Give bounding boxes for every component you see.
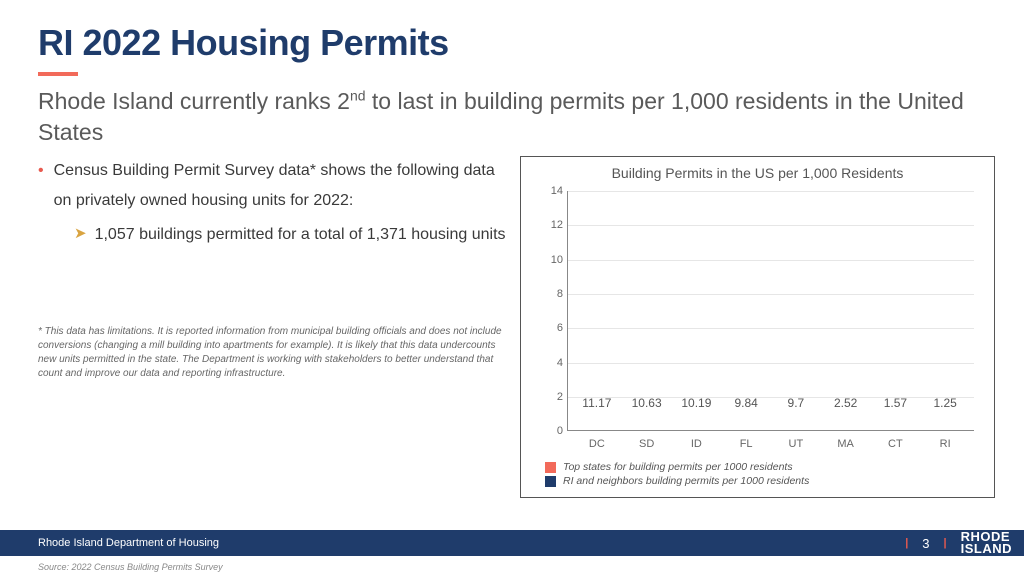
footer-sep-icon: | xyxy=(905,537,908,549)
y-tick-label: 8 xyxy=(539,288,563,300)
legend-item: Top states for building permits per 1000… xyxy=(545,461,984,473)
x-tick-label: CT xyxy=(888,438,903,450)
bullet-level-1: • Census Building Permit Survey data* sh… xyxy=(38,156,508,215)
footer-bar: Rhode Island Department of Housing | 3 |… xyxy=(0,530,1024,556)
y-tick-label: 2 xyxy=(539,391,563,403)
x-tick-label: UT xyxy=(789,438,804,450)
bar-value-label: 11.17 xyxy=(582,396,611,413)
footer-sep-icon: | xyxy=(944,537,947,549)
bar-value-label: 1.57 xyxy=(884,396,907,413)
ri-logo-l2: ISLAND xyxy=(961,541,1012,556)
x-tick-label: ID xyxy=(691,438,702,450)
bar-value-label: 9.7 xyxy=(788,396,805,413)
ri-logo: RHODE ISLAND xyxy=(961,531,1012,556)
y-tick-label: 14 xyxy=(539,185,563,197)
text-column: • Census Building Permit Survey data* sh… xyxy=(38,156,508,498)
y-tick-label: 0 xyxy=(539,425,563,437)
subtitle-pre: Rhode Island currently ranks 2 xyxy=(38,88,350,114)
bar-chart: Building Permits in the US per 1,000 Res… xyxy=(520,156,995,498)
footer-dept: Rhode Island Department of Housing xyxy=(38,537,219,549)
legend-label: RI and neighbors building permits per 10… xyxy=(563,475,809,487)
legend-label: Top states for building permits per 1000… xyxy=(563,461,793,473)
legend-item: RI and neighbors building permits per 10… xyxy=(545,475,984,487)
bullet-level-2: ➤ 1,057 buildings permitted for a total … xyxy=(74,223,508,247)
bar-value-label: 10.63 xyxy=(632,396,662,413)
y-tick-label: 6 xyxy=(539,322,563,334)
chart-title: Building Permits in the US per 1,000 Res… xyxy=(521,157,994,185)
x-tick-label: RI xyxy=(940,438,951,450)
bar-value-label: 9.84 xyxy=(734,396,757,413)
x-tick-label: SD xyxy=(639,438,654,450)
footnote: * This data has limitations. It is repor… xyxy=(38,325,508,381)
bullet1-text: Census Building Permit Survey data* show… xyxy=(54,156,508,215)
bullet2-text: 1,057 buildings permitted for a total of… xyxy=(95,223,506,247)
subtitle-sup: nd xyxy=(350,87,366,103)
y-tick-label: 10 xyxy=(539,254,563,266)
source-text: Source: 2022 Census Building Permits Sur… xyxy=(38,562,223,572)
chart-legend: Top states for building permits per 1000… xyxy=(521,455,994,497)
page-title: RI 2022 Housing Permits xyxy=(0,0,1024,64)
chart-plot-area: 11.17DC10.63SD10.19ID9.84FL9.7UT2.52MA1.… xyxy=(567,191,974,431)
bar-value-label: 10.19 xyxy=(681,396,711,413)
bar-value-label: 1.25 xyxy=(933,396,956,413)
bar-value-label: 2.52 xyxy=(834,396,857,413)
legend-swatch-icon xyxy=(545,476,556,487)
page-number: 3 xyxy=(922,536,929,551)
subtitle: Rhode Island currently ranks 2nd to last… xyxy=(0,76,1024,148)
chart-bars: 11.17DC10.63SD10.19ID9.84FL9.7UT2.52MA1.… xyxy=(568,191,974,430)
y-tick-label: 4 xyxy=(539,357,563,369)
y-tick-label: 12 xyxy=(539,219,563,231)
x-tick-label: FL xyxy=(740,438,753,450)
x-tick-label: MA xyxy=(837,438,854,450)
legend-swatch-icon xyxy=(545,462,556,473)
x-tick-label: DC xyxy=(589,438,605,450)
bullet-dot-icon: • xyxy=(38,156,44,215)
bullet-arrow-icon: ➤ xyxy=(74,223,87,247)
